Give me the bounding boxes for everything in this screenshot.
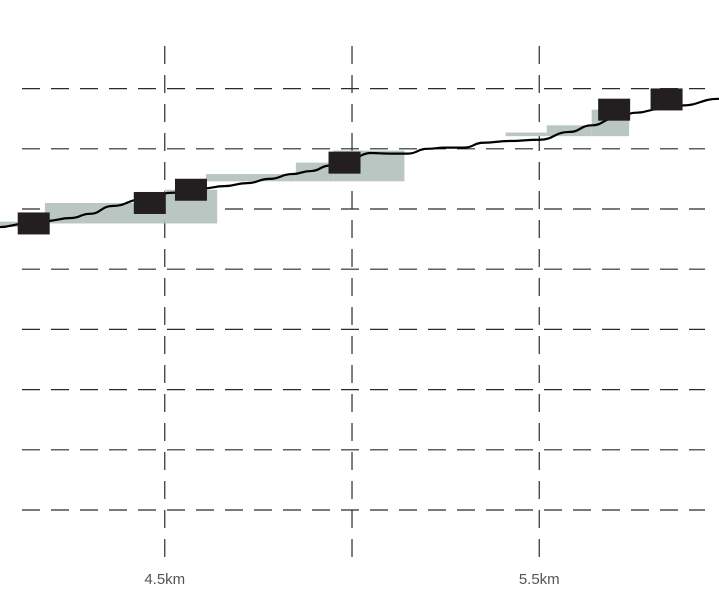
segment-markers (17, 88, 683, 235)
vertical-gridlines (164, 46, 540, 562)
segment-marker-2 (174, 178, 207, 201)
segment-marker-4 (598, 98, 631, 121)
highlight-band-7 (546, 125, 592, 137)
segment-marker-5 (650, 88, 683, 111)
segment-marker-1 (133, 191, 166, 214)
highlight-band-3 (205, 174, 296, 182)
x-tick-labels: 4.5km 5.5km (144, 571, 559, 588)
x-tick-label-5.5: 5.5km (519, 571, 560, 588)
segment-marker-3 (328, 151, 361, 174)
segment-marker-0 (17, 212, 50, 235)
highlight-band-6 (505, 132, 547, 137)
x-tick-label-4.5: 4.5km (144, 571, 185, 588)
elevation-line (0, 97, 719, 229)
